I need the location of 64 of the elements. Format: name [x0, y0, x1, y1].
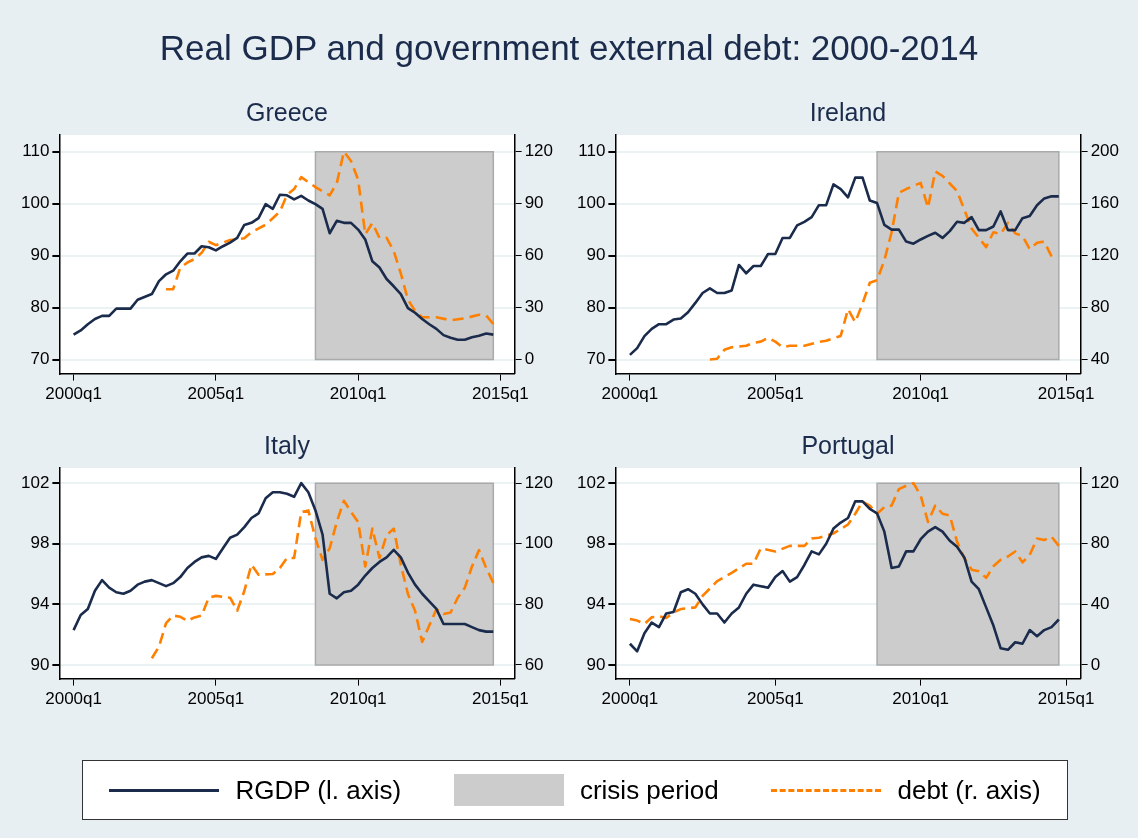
- line-series: [628, 481, 1061, 626]
- y-tick-label: 98: [30, 533, 50, 553]
- y2-tick-label: 90: [524, 193, 544, 213]
- x-tick-label: 2010q1: [329, 384, 387, 404]
- y2-tick-label: 0: [524, 349, 535, 369]
- y-tick-label: 70: [586, 349, 606, 369]
- legend-label: RGDP (l. axis): [235, 774, 402, 806]
- y2-tick-label: 120: [524, 472, 554, 492]
- x-tick-label: 2005q1: [746, 689, 804, 709]
- x-tick-label: 2015q1: [1037, 384, 1095, 404]
- y-tick-label: 80: [30, 297, 50, 317]
- x-tick-label: 2000q1: [601, 689, 659, 709]
- x-tick-label: 2015q1: [472, 384, 529, 404]
- x-tick-label: 2005q1: [187, 689, 245, 709]
- y2-tick-label: 60: [524, 245, 544, 265]
- y2-tick-label: 30: [524, 297, 544, 317]
- legend-label: debt (r. axis): [897, 774, 1041, 806]
- chart-title: Italy: [264, 430, 311, 459]
- x-tick-label: 2015q1: [472, 689, 529, 709]
- x-tick-label: 2000q1: [601, 384, 659, 404]
- chart-title: Greece: [246, 97, 328, 126]
- y-tick-label: 100: [576, 193, 606, 213]
- x-tick-label: 2005q1: [746, 384, 804, 404]
- y2-tick-label: 80: [1090, 297, 1110, 317]
- y2-tick-label: 120: [524, 141, 554, 161]
- legend-label: crisis period: [579, 774, 719, 806]
- y-tick-label: 98: [586, 533, 606, 553]
- y2-tick-label: 200: [1090, 141, 1120, 161]
- line-series: [164, 150, 495, 326]
- x-tick-label: 2010q1: [892, 689, 950, 709]
- y2-tick-label: 60: [524, 654, 544, 674]
- y-tick-label: 110: [22, 141, 50, 161]
- chart-title: Portugal: [801, 430, 895, 459]
- y2-tick-label: 40: [1090, 349, 1110, 369]
- y2-tick-label: 80: [1090, 533, 1110, 553]
- y2-tick-label: 160: [1090, 193, 1120, 213]
- y2-tick-label: 40: [1090, 594, 1110, 614]
- y2-tick-label: 100: [524, 533, 554, 553]
- y2-tick-label: 0: [1090, 654, 1101, 674]
- y2-tick-label: 120: [1090, 245, 1120, 265]
- y-tick-label: 100: [20, 193, 50, 213]
- line-series: [150, 499, 495, 660]
- y-tick-label: 102: [20, 472, 50, 492]
- y-tick-label: 102: [576, 472, 606, 492]
- x-tick-label: 2005q1: [187, 384, 245, 404]
- x-tick-label: 2000q1: [45, 689, 102, 709]
- y-tick-label: 90: [30, 245, 50, 265]
- y2-tick-label: 80: [524, 594, 544, 614]
- y-tick-label: 94: [586, 594, 606, 614]
- x-tick-label: 2015q1: [1037, 689, 1095, 709]
- y-tick-label: 80: [586, 297, 606, 317]
- text: Real GDP and government external debt: 2000-2014: [158, 28, 980, 68]
- y-tick-label: 90: [586, 654, 606, 674]
- y-tick-label: 110: [578, 141, 606, 161]
- y-tick-label: 90: [586, 245, 606, 265]
- y-tick-label: 70: [30, 349, 50, 369]
- line-series: [708, 170, 1053, 361]
- x-tick-label: 2010q1: [329, 689, 387, 709]
- y-tick-label: 90: [30, 654, 50, 674]
- x-tick-label: 2000q1: [45, 384, 102, 404]
- x-tick-label: 2010q1: [892, 384, 950, 404]
- chart-title: Ireland: [809, 97, 887, 126]
- y2-tick-label: 120: [1090, 472, 1120, 492]
- y-tick-label: 94: [30, 594, 50, 614]
